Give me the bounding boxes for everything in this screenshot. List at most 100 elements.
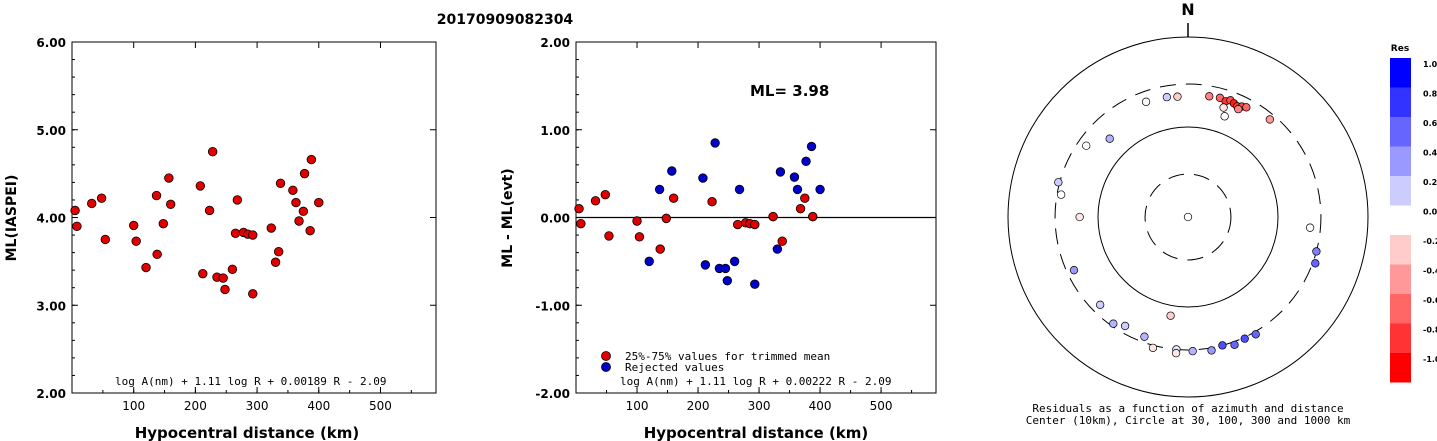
data-point [604,231,614,241]
data-point [248,230,258,240]
data-point [270,257,281,267]
event-magnitude-annotation: ML= 3.98 [750,82,829,100]
residual-x-label: Hypocentral distance (km) [644,424,869,441]
station-point [1219,103,1228,112]
station-point [1148,343,1158,352]
legend-marker-trimmed [601,351,611,361]
station-point [1251,330,1260,339]
x-tick-label: 300 [246,399,269,413]
data-point [720,263,731,274]
data-point [131,236,141,246]
station-point [1242,103,1251,112]
x-tick-label: 200 [687,399,710,413]
data-point [700,260,711,270]
station-point [1234,104,1243,114]
data-point [198,268,208,279]
y-tick-label: 2.00 [540,36,570,50]
colorbar-swatch [1390,235,1411,265]
data-point [772,244,783,254]
data-point [698,173,708,183]
station-point [1205,92,1214,101]
station-point [1056,190,1066,199]
data-point [768,211,778,222]
data-point [141,262,151,273]
data-point [808,211,818,222]
magnitude-x-label: Hypocentral distance (km) [135,424,360,441]
data-point [291,197,301,208]
y-tick-label: 5.00 [36,124,66,138]
data-point [729,256,740,267]
data-point [266,223,276,233]
station-point [1166,311,1175,320]
distance-ring [1144,173,1232,261]
data-point [789,172,800,182]
residual-colorbar: 1.0 0.8 0.6 0.4 0.2 0.0 -0.2 -0.4 -0.6 -0.8 -1.0 [1390,58,1437,383]
data-point [218,273,228,283]
colorbar-label: -0.6 [1423,296,1437,305]
data-point [654,184,665,195]
colorbar-swatch [1390,58,1411,88]
data-point [273,247,284,257]
data-point [72,221,82,231]
residual-y-label: ML - ML(evt) [500,168,516,267]
station-point [1305,223,1315,232]
x-tick-label: 100 [626,399,649,413]
station-point [1311,259,1320,268]
colorbar-swatch [1390,176,1411,206]
data-point [275,178,286,188]
data-point [288,185,298,195]
data-point [632,216,642,226]
polar-caption-line2: Center (10km), Circle at 30, 100, 300 an… [1026,414,1351,427]
data-point [158,218,169,229]
data-point [70,205,80,216]
station-point [1188,346,1197,356]
data-point [314,197,324,208]
data-point [750,219,760,230]
y-tick-label: 0.00 [540,212,570,226]
y-tick-label: 1.00 [540,124,570,138]
colorbar-swatch [1390,117,1411,147]
residual-formula: log A(nm) + 1.11 log R + 0.00222 R - 2.0… [620,375,892,388]
data-point [792,184,803,195]
station-point [1069,266,1079,275]
data-point [220,284,230,295]
colorbar-label: 0.6 [1423,119,1437,128]
legend-label-trimmed: 25%-75% values for trimmed mean [625,350,830,363]
data-point [795,204,806,214]
magnitude-y-label: ML(IASPEI) [4,175,20,262]
colorbar-swatch [1390,323,1411,353]
y-tick-label: -1.00 [535,299,570,313]
station-point [1162,93,1172,102]
data-point [777,236,787,246]
y-tick-label: 2.00 [36,387,66,401]
data-point [806,141,817,152]
colorbar-label: 0.2 [1423,178,1437,187]
station-point [1171,348,1181,358]
data-point [204,205,215,216]
data-point [166,199,176,210]
colorbar-label: 0.8 [1423,90,1437,99]
data-point [100,234,111,245]
data-point [732,219,743,230]
data-point [227,264,238,274]
azimuth-polar-plot [1007,23,1369,398]
colorbar-label: 0.4 [1423,149,1437,158]
colorbar-swatch [1390,205,1411,235]
data-point [151,190,162,201]
magnitude-panel: 100 200 300 400 500 2.00 3.00 4.00 5.00 6.00 [36,36,437,413]
data-point [801,156,811,167]
x-tick-label: 500 [870,399,893,413]
data-point [299,168,310,179]
data-point [96,193,107,203]
data-point [668,193,679,203]
x-tick-label: 400 [809,399,832,413]
station-point [1265,115,1275,124]
data-point [734,184,745,195]
station-point [1054,178,1063,187]
station-point [1075,212,1084,222]
data-point [87,198,97,209]
colorbar-swatch [1390,294,1411,324]
colorbar-label: -1.0 [1423,355,1437,364]
y-tick-label: 4.00 [36,212,66,226]
x-tick-label: 100 [122,399,145,413]
